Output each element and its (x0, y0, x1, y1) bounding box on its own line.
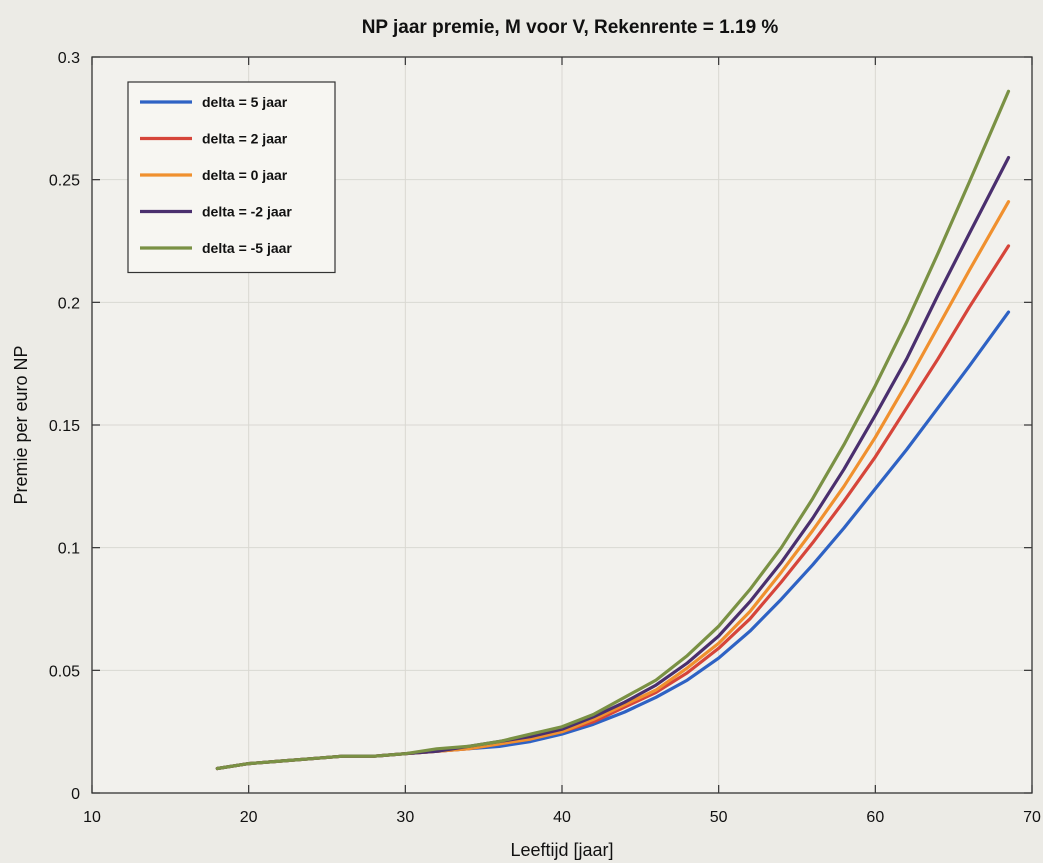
y-tick-label: 0.2 (58, 295, 80, 312)
chart-title: NP jaar premie, M voor V, Rekenrente = 1… (362, 17, 779, 38)
y-tick-label: 0.1 (58, 541, 80, 558)
x-tick-label: 60 (866, 809, 884, 826)
legend-label: delta = 0 jaar (202, 167, 288, 183)
legend-label: delta = 2 jaar (202, 131, 288, 147)
y-tick-label: 0 (71, 786, 80, 803)
x-tick-label: 50 (710, 809, 728, 826)
axis-ticks: 10 20 30 40 50 60 70 0 0.05 0.1 0.15 0.2 0.25 0.3 (49, 50, 1041, 826)
legend-label: delta = 5 jaar (202, 94, 288, 110)
x-tick-label: 10 (83, 809, 101, 826)
y-tick-label: 0.25 (49, 173, 80, 190)
legend: delta = 5 jaar delta = 2 jaar delta = 0 ja… (127, 81, 336, 274)
legend-box (127, 81, 336, 274)
y-axis-title: Premie per euro NP (11, 345, 31, 504)
x-axis-title: Leeftijd [jaar] (510, 840, 613, 860)
y-tick-label: 0.15 (49, 418, 80, 435)
legend-label: delta = -5 jaar (202, 240, 292, 256)
series-lines (215, 89, 1011, 771)
x-tick-label: 30 (396, 809, 414, 826)
series-line-5 (215, 89, 1011, 771)
x-tick-label: 70 (1023, 809, 1041, 826)
legend-label: delta = -2 jaar (202, 204, 292, 220)
x-tick-label: 20 (240, 809, 258, 826)
y-tick-label: 0.3 (58, 50, 80, 67)
y-tick-label: 0.05 (49, 663, 80, 680)
x-tick-label: 40 (553, 809, 571, 826)
